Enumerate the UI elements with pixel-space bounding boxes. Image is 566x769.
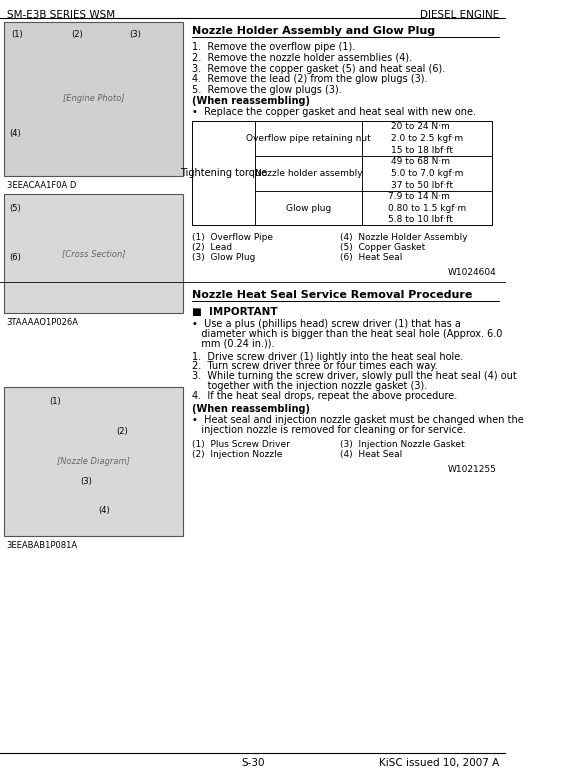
Text: (1): (1) (49, 398, 61, 406)
Text: [Engine Photo]: [Engine Photo] (63, 95, 125, 103)
Text: (5): (5) (9, 204, 21, 212)
Text: (2)  Injection Nozzle: (2) Injection Nozzle (192, 450, 282, 459)
Text: (6): (6) (9, 253, 21, 262)
Text: 3.  Remove the copper gasket (5) and heat seal (6).: 3. Remove the copper gasket (5) and heat… (192, 64, 445, 74)
Text: [Cross Section]: [Cross Section] (62, 248, 126, 258)
Text: (1)  Plus Screw Driver: (1) Plus Screw Driver (192, 440, 290, 449)
Text: 2.  Turn screw driver three or four times each way.: 2. Turn screw driver three or four times… (192, 361, 438, 371)
Text: •  Heat seal and injection nozzle gasket must be changed when the: • Heat seal and injection nozzle gasket … (192, 415, 524, 425)
Text: together with the injection nozzle gasket (3).: together with the injection nozzle gaske… (192, 381, 427, 391)
Text: [Nozzle Diagram]: [Nozzle Diagram] (58, 458, 130, 466)
Text: (3)  Glow Plug: (3) Glow Plug (192, 253, 256, 262)
Text: •  Use a plus (phillips head) screw driver (1) that has a: • Use a plus (phillips head) screw drive… (192, 319, 461, 329)
Text: Nozzle Holder Assembly and Glow Plug: Nozzle Holder Assembly and Glow Plug (192, 26, 435, 36)
Text: injection nozzle is removed for cleaning or for service.: injection nozzle is removed for cleaning… (192, 425, 466, 435)
Bar (192, 122, 255, 225)
Text: 20 to 24 N·m
2.0 to 2.5 kgf·m
15 to 18 lbf·ft: 20 to 24 N·m 2.0 to 2.5 kgf·m 15 to 18 l… (391, 122, 463, 155)
Text: (When reassembling): (When reassembling) (192, 96, 310, 106)
Text: 1.  Drive screw driver (1) lightly into the heat seal hole.: 1. Drive screw driver (1) lightly into t… (192, 351, 464, 361)
Text: ■  IMPORTANT: ■ IMPORTANT (192, 307, 278, 317)
Text: mm (0.24 in.)).: mm (0.24 in.)). (192, 338, 275, 348)
Text: (4)  Nozzle Holder Assembly: (4) Nozzle Holder Assembly (340, 233, 468, 242)
Text: KiSC issued 10, 2007 A: KiSC issued 10, 2007 A (379, 757, 499, 767)
Text: •  Replace the copper gasket and heat seal with new one.: • Replace the copper gasket and heat sea… (192, 107, 477, 117)
Text: 1.  Remove the overflow pipe (1).: 1. Remove the overflow pipe (1). (192, 42, 355, 52)
Text: (3): (3) (130, 30, 142, 38)
Text: W1024604: W1024604 (448, 268, 496, 277)
Text: Nozzle Heat Seal Service Removal Procedure: Nozzle Heat Seal Service Removal Procedu… (192, 290, 473, 300)
Text: 3EEABAB1P081A: 3EEABAB1P081A (6, 541, 78, 550)
Bar (255, 122, 362, 156)
Text: (1)  Overflow Pipe: (1) Overflow Pipe (192, 233, 273, 242)
Text: (4): (4) (98, 507, 110, 515)
Text: 5.  Remove the glow plugs (3).: 5. Remove the glow plugs (3). (192, 85, 342, 95)
Bar (192, 122, 492, 225)
Text: (1): (1) (12, 30, 23, 38)
Text: 7.9 to 14 N·m
0.80 to 1.5 kgf·m
5.8 to 10 lbf·ft: 7.9 to 14 N·m 0.80 to 1.5 kgf·m 5.8 to 1… (388, 191, 466, 225)
Bar (5, 194, 183, 313)
Text: 4.  If the heat seal drops, repeat the above procedure.: 4. If the heat seal drops, repeat the ab… (192, 391, 457, 401)
Text: (2)  Lead: (2) Lead (192, 243, 233, 252)
Bar (362, 156, 492, 191)
Bar (5, 22, 183, 176)
Text: (4): (4) (9, 129, 21, 138)
Text: (2): (2) (116, 427, 128, 436)
Text: (4)  Heat Seal: (4) Heat Seal (340, 450, 402, 459)
Bar (362, 191, 492, 225)
Text: (When reassembling): (When reassembling) (192, 404, 310, 414)
Bar (255, 156, 362, 191)
Text: Overflow pipe retaining nut: Overflow pipe retaining nut (246, 134, 371, 143)
Text: 4.  Remove the lead (2) from the glow plugs (3).: 4. Remove the lead (2) from the glow plu… (192, 75, 428, 85)
Text: 3.  While turning the screw driver, slowly pull the heat seal (4) out: 3. While turning the screw driver, slowl… (192, 371, 517, 381)
Text: Nozzle holder assembly: Nozzle holder assembly (255, 168, 362, 178)
Text: (3)  Injection Nozzle Gasket: (3) Injection Nozzle Gasket (340, 440, 465, 449)
Bar (255, 191, 362, 225)
Text: 49 to 68 N·m
5.0 to 7.0 kgf·m
37 to 50 lbf·ft: 49 to 68 N·m 5.0 to 7.0 kgf·m 37 to 50 l… (391, 157, 464, 190)
Text: 3TAAAAO1P026A: 3TAAAAO1P026A (6, 318, 78, 327)
Text: (5)  Copper Gasket: (5) Copper Gasket (340, 243, 425, 252)
Text: diameter which is bigger than the heat seal hole (Approx. 6.0: diameter which is bigger than the heat s… (192, 328, 503, 338)
Text: 2.  Remove the nozzle holder assemblies (4).: 2. Remove the nozzle holder assemblies (… (192, 52, 413, 62)
Text: SM-E3B SERIES WSM: SM-E3B SERIES WSM (7, 10, 115, 20)
Text: W1021255: W1021255 (448, 464, 496, 474)
Text: Tightening torque: Tightening torque (180, 168, 267, 178)
Text: (2): (2) (71, 30, 83, 38)
Text: (3): (3) (80, 477, 92, 486)
Text: (6)  Heat Seal: (6) Heat Seal (340, 253, 402, 262)
Bar (362, 122, 492, 156)
Text: Glow plug: Glow plug (286, 204, 331, 212)
Text: S-30: S-30 (241, 757, 265, 767)
Bar (5, 388, 183, 536)
Text: 3EEACAA1F0A D: 3EEACAA1F0A D (7, 181, 76, 190)
Text: DIESEL ENGINE: DIESEL ENGINE (420, 10, 499, 20)
